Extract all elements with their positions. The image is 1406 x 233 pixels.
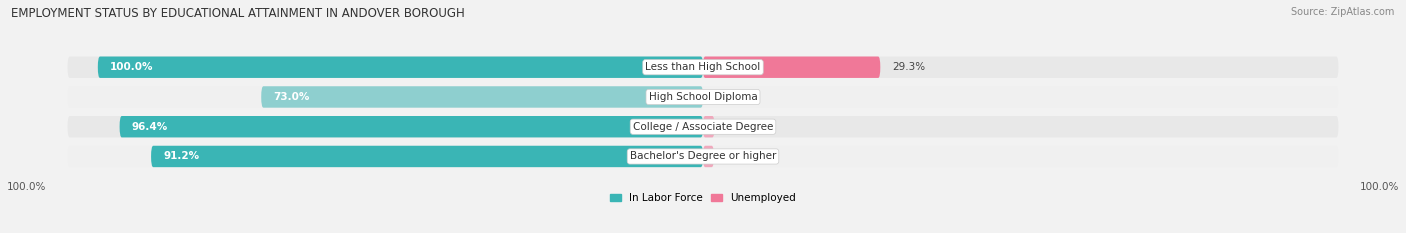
FancyBboxPatch shape: [67, 57, 1339, 78]
Text: 100.0%: 100.0%: [7, 182, 46, 192]
Text: Source: ZipAtlas.com: Source: ZipAtlas.com: [1291, 7, 1395, 17]
Text: 0.0%: 0.0%: [716, 92, 741, 102]
Text: 100.0%: 100.0%: [110, 62, 153, 72]
Text: 91.2%: 91.2%: [163, 151, 200, 161]
FancyBboxPatch shape: [703, 57, 880, 78]
FancyBboxPatch shape: [262, 86, 703, 108]
FancyBboxPatch shape: [67, 86, 1339, 108]
Text: 96.4%: 96.4%: [132, 122, 167, 132]
Text: Less than High School: Less than High School: [645, 62, 761, 72]
FancyBboxPatch shape: [703, 116, 714, 137]
Text: 73.0%: 73.0%: [273, 92, 309, 102]
Text: 1.8%: 1.8%: [725, 151, 752, 161]
FancyBboxPatch shape: [67, 146, 1339, 167]
Text: College / Associate Degree: College / Associate Degree: [633, 122, 773, 132]
FancyBboxPatch shape: [120, 116, 703, 137]
Text: 1.9%: 1.9%: [727, 122, 754, 132]
Text: High School Diploma: High School Diploma: [648, 92, 758, 102]
Text: 100.0%: 100.0%: [1360, 182, 1399, 192]
FancyBboxPatch shape: [703, 146, 714, 167]
FancyBboxPatch shape: [67, 116, 1339, 137]
Legend: In Labor Force, Unemployed: In Labor Force, Unemployed: [606, 189, 800, 207]
Text: EMPLOYMENT STATUS BY EDUCATIONAL ATTAINMENT IN ANDOVER BOROUGH: EMPLOYMENT STATUS BY EDUCATIONAL ATTAINM…: [11, 7, 465, 20]
Text: 29.3%: 29.3%: [893, 62, 925, 72]
FancyBboxPatch shape: [98, 57, 703, 78]
Text: Bachelor's Degree or higher: Bachelor's Degree or higher: [630, 151, 776, 161]
FancyBboxPatch shape: [150, 146, 703, 167]
